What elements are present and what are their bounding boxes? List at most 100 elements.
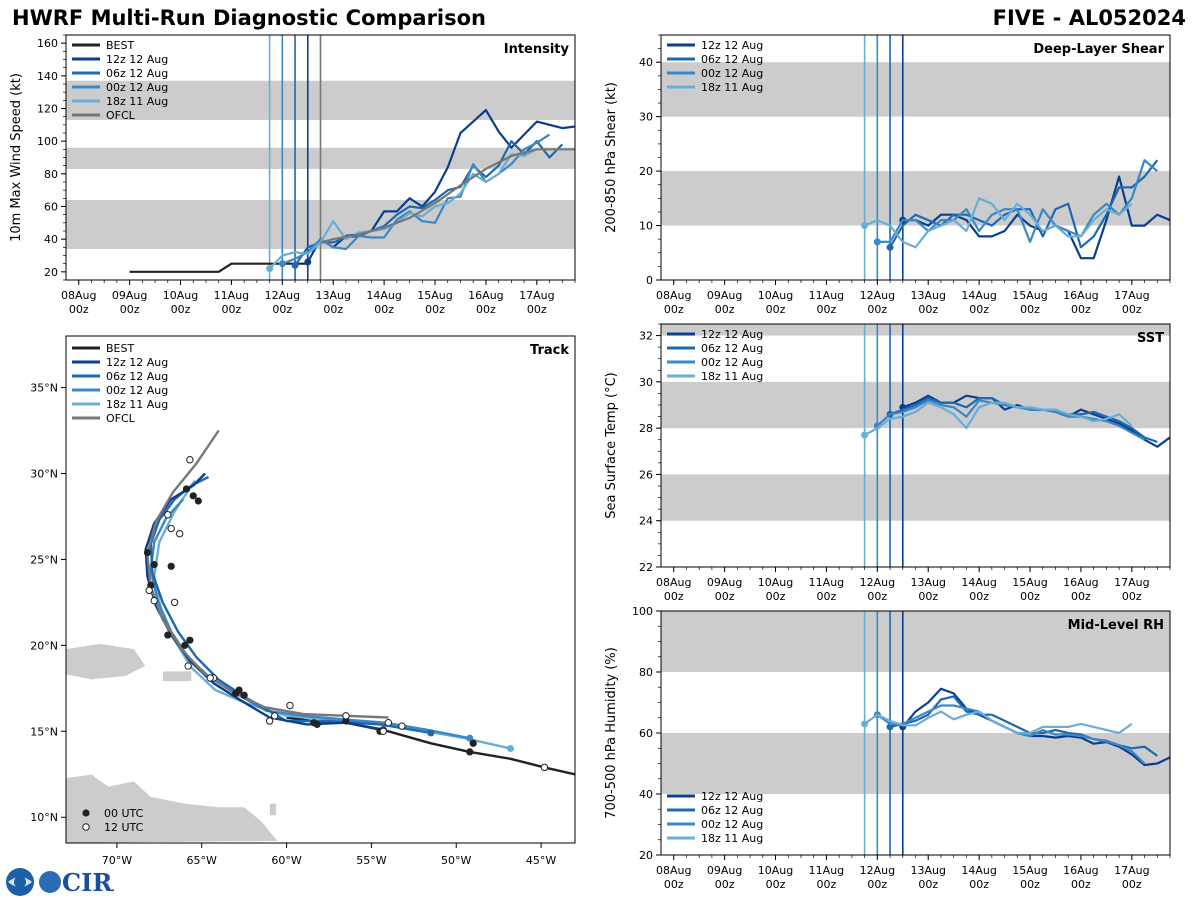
lat-tick-label: 25°N bbox=[30, 553, 58, 566]
x-tick-label: 15Aug bbox=[1012, 576, 1047, 589]
x-tick-sublabel: 00z bbox=[1071, 878, 1091, 891]
marker-12utc bbox=[379, 727, 387, 735]
x-tick-sublabel: 00z bbox=[323, 303, 343, 316]
cira-wordmark: CIRA bbox=[62, 868, 114, 897]
lon-tick-label: 70°W bbox=[102, 854, 132, 867]
panel-title: Deep-Layer Shear bbox=[1033, 42, 1164, 57]
x-tick-label: 09Aug bbox=[707, 289, 742, 302]
threshold-band bbox=[661, 474, 1170, 521]
x-tick-sublabel: 00z bbox=[476, 303, 496, 316]
x-tick-sublabel: 00z bbox=[766, 878, 786, 891]
panel-track: 70°W 65°W 60°W 55°W 50°W 45°W 10°N 15°N 20°N 25°N… bbox=[30, 335, 576, 867]
series-ofcl bbox=[320, 148, 575, 244]
x-tick-sublabel: 00z bbox=[1122, 590, 1142, 603]
x-tick-sublabel: 00z bbox=[715, 303, 735, 316]
x-tick-sublabel: 00z bbox=[171, 303, 191, 316]
storm-id: FIVE - AL052024 bbox=[992, 6, 1186, 30]
y-tick-label: 32 bbox=[639, 330, 653, 343]
marker-00utc bbox=[469, 739, 477, 747]
x-tick-label: 14Aug bbox=[961, 576, 996, 589]
series-start-point bbox=[861, 431, 869, 439]
legend-label: 00z 12 Aug bbox=[701, 67, 763, 80]
marker-12utc bbox=[167, 524, 175, 533]
x-tick-label: 15Aug bbox=[417, 289, 452, 302]
marker-12utc bbox=[384, 718, 393, 727]
x-tick-sublabel: 00z bbox=[222, 303, 242, 316]
x-tick-label: 10Aug bbox=[758, 289, 793, 302]
series-run06z bbox=[294, 140, 564, 266]
marker-00utc bbox=[167, 562, 175, 570]
series-best bbox=[129, 262, 308, 273]
marker-12utc bbox=[398, 722, 406, 730]
panel-sst: 22242628303208Aug00z09Aug00z10Aug00z11Au… bbox=[604, 323, 1171, 603]
x-tick-sublabel: 00z bbox=[1071, 590, 1091, 603]
marker-legend-label: 00 UTC bbox=[104, 807, 144, 820]
legend-label: 18z 11 Aug bbox=[106, 398, 168, 411]
threshold-band bbox=[661, 62, 1170, 117]
x-tick-sublabel: 00z bbox=[969, 878, 989, 891]
marker-00utc bbox=[150, 560, 158, 569]
panel-title: Track bbox=[530, 343, 569, 358]
panel-title: Mid-Level RH bbox=[1068, 618, 1164, 633]
panel-title: Intensity bbox=[504, 42, 570, 57]
x-tick-sublabel: 00z bbox=[969, 590, 989, 603]
series-run00z bbox=[281, 133, 551, 265]
lat-tick-label: 30°N bbox=[30, 467, 58, 480]
series-run18z bbox=[863, 710, 1133, 735]
y-tick-label: 120 bbox=[37, 103, 58, 116]
x-tick-sublabel: 00z bbox=[664, 590, 684, 603]
x-tick-sublabel: 00z bbox=[867, 303, 887, 316]
threshold-band bbox=[661, 733, 1170, 794]
legend-label: 12z 12 Aug bbox=[701, 790, 763, 803]
x-tick-label: 13Aug bbox=[315, 289, 350, 302]
chart-title: HWRF Multi-Run Diagnostic Comparison bbox=[12, 6, 487, 30]
x-tick-label: 10Aug bbox=[758, 576, 793, 589]
y-tick-label: 30 bbox=[639, 376, 653, 389]
y-axis-label: Sea Surface Temp (°C) bbox=[604, 372, 619, 519]
legend-label: BEST bbox=[106, 342, 134, 355]
track-run18z bbox=[152, 479, 511, 750]
y-tick-label: 40 bbox=[639, 56, 653, 69]
land-mass bbox=[162, 670, 192, 682]
y-tick-label: 40 bbox=[639, 788, 653, 801]
y-tick-label: 160 bbox=[37, 37, 58, 50]
legend-label: 12z 12 Aug bbox=[106, 356, 168, 369]
y-tick-label: 28 bbox=[639, 422, 653, 435]
legend-label: 00z 12 Aug bbox=[701, 818, 763, 831]
y-axis-label: 200-850 hPa Shear (kt) bbox=[604, 82, 619, 233]
x-tick-sublabel: 00z bbox=[1122, 303, 1142, 316]
x-tick-sublabel: 00z bbox=[527, 303, 547, 316]
x-tick-label: 14Aug bbox=[961, 864, 996, 877]
marker-12utc bbox=[175, 529, 184, 538]
x-tick-label: 17Aug bbox=[1114, 576, 1149, 589]
legend-label: 18z 11 Aug bbox=[701, 81, 763, 94]
y-tick-label: 20 bbox=[44, 266, 58, 279]
marker-12utc bbox=[186, 456, 194, 464]
marker-legend-12utc bbox=[82, 823, 90, 831]
legend-label: 18z 11 Aug bbox=[106, 95, 168, 108]
x-tick-sublabel: 00z bbox=[715, 590, 735, 603]
lon-tick-label: 50°W bbox=[441, 854, 471, 867]
series-run18z bbox=[864, 401, 1133, 437]
series-run18z bbox=[268, 148, 538, 270]
x-tick-label: 15Aug bbox=[1012, 864, 1047, 877]
marker-00utc bbox=[240, 691, 248, 699]
x-tick-label: 11Aug bbox=[809, 289, 844, 302]
legend-label: 12z 12 Aug bbox=[106, 53, 168, 66]
land-mass bbox=[66, 643, 147, 681]
marker-00utc bbox=[232, 689, 240, 698]
x-tick-label: 12Aug bbox=[265, 289, 300, 302]
y-tick-label: 22 bbox=[639, 561, 653, 574]
marker-legend-00utc bbox=[82, 809, 90, 817]
x-tick-label: 09Aug bbox=[707, 576, 742, 589]
marker-12utc bbox=[540, 763, 549, 772]
x-tick-label: 16Aug bbox=[1063, 864, 1098, 877]
track-run06z bbox=[149, 475, 431, 735]
y-tick-label: 10 bbox=[639, 220, 653, 233]
legend-label: 06z 12 Aug bbox=[106, 67, 168, 80]
y-tick-label: 30 bbox=[639, 111, 653, 124]
series-start-point bbox=[304, 258, 312, 266]
y-tick-label: 100 bbox=[632, 605, 653, 618]
marker-00utc bbox=[194, 497, 202, 505]
x-tick-sublabel: 00z bbox=[374, 303, 394, 316]
